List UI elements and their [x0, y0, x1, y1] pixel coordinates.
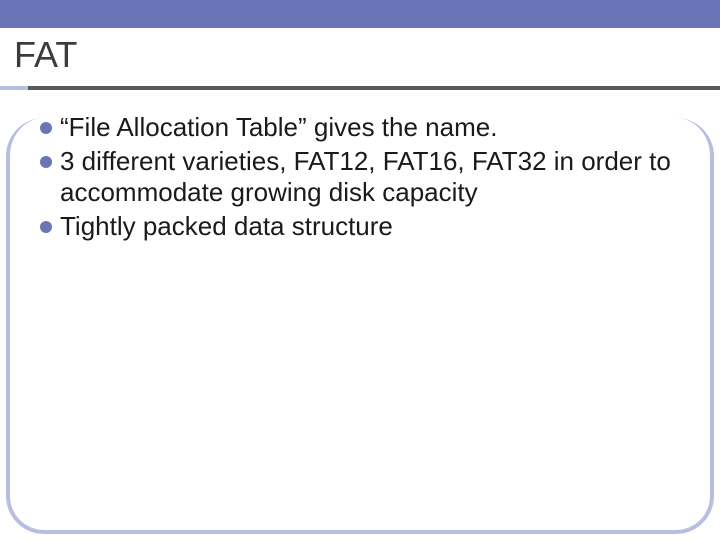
bullet-dot-icon	[40, 122, 52, 134]
title-area: FAT	[0, 28, 720, 84]
underline-accent	[0, 86, 28, 90]
bullet-text: “File Allocation Table” gives the name.	[60, 112, 680, 144]
title-underline	[0, 86, 720, 90]
content-body: “File Allocation Table” gives the name. …	[40, 112, 680, 245]
bullet-dot-icon	[40, 156, 52, 168]
bullet-dot-icon	[40, 221, 52, 233]
bullet-text: Tightly packed data structure	[60, 211, 680, 243]
bullet-item: 3 different varieties, FAT12, FAT16, FAT…	[40, 146, 680, 209]
bullet-text: 3 different varieties, FAT12, FAT16, FAT…	[60, 146, 680, 209]
header-bar	[0, 0, 720, 28]
slide-title: FAT	[14, 34, 706, 76]
underline-main	[28, 86, 720, 90]
bullet-item: Tightly packed data structure	[40, 211, 680, 243]
bullet-item: “File Allocation Table” gives the name.	[40, 112, 680, 144]
